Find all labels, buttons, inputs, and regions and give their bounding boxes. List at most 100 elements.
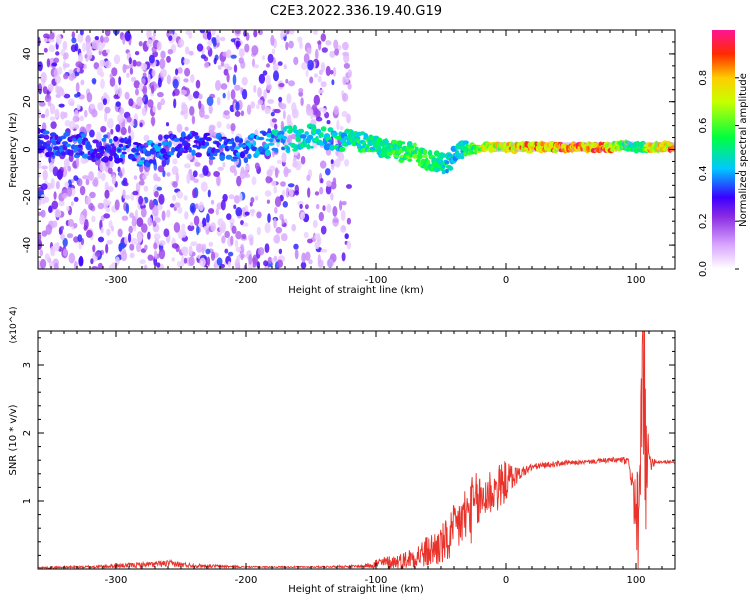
spectrogram-cell: [67, 218, 75, 227]
spectrogram-cell: [338, 151, 344, 161]
colorbar-tick-label: 0.2: [698, 213, 709, 229]
spectrogram-cell: [184, 163, 191, 169]
spectrogram-cell: [264, 222, 271, 234]
spectrogram-cell: [146, 30, 152, 40]
spectrogram-cell: [191, 149, 196, 156]
spectrogram-cell: [301, 252, 306, 263]
spectrogram-cell: [304, 131, 310, 136]
spectrogram-cell: [198, 201, 204, 212]
spectrogram-cell: [97, 202, 105, 210]
spectrogram-cell: [274, 206, 278, 214]
spectrogram-cell: [215, 34, 220, 44]
spectrogram-cell: [53, 191, 57, 200]
spectrogram-cell: [140, 157, 146, 161]
spectrogram-cell: [117, 228, 123, 238]
spectrogram-cell: [329, 70, 334, 75]
spectrogram-cell: [244, 211, 250, 216]
spectrogram-cell: [320, 178, 324, 184]
spectrogram-cell: [39, 140, 44, 145]
spectrogram-cell: [243, 157, 249, 164]
spectrogram-cell: [55, 34, 62, 46]
spectrogram-cell: [62, 248, 68, 257]
spectrogram-cell: [195, 203, 199, 210]
spectrogram-cell: [273, 218, 277, 229]
spectrogram-cell: [347, 69, 352, 78]
spectrogram-cell: [97, 236, 105, 243]
spectrogram-cell: [206, 96, 214, 106]
spectrogram-cell: [222, 92, 226, 99]
spectrogram-cell: [263, 89, 267, 100]
spectrogram-cell: [188, 50, 194, 56]
spectrogram-cell: [422, 149, 428, 155]
spectrogram-cell: [89, 129, 95, 138]
spectrogram-cell: [257, 136, 265, 141]
spectrogram-cell: [253, 85, 257, 93]
spectrogram-cell: [66, 206, 70, 211]
spectrogram-cell: [62, 40, 68, 51]
spectrogram-cell: [106, 49, 110, 54]
spectrogram-cell: [158, 134, 163, 141]
spectrogram-cell: [70, 201, 74, 207]
spectrogram-cell: [47, 146, 52, 153]
spectrogram-cell: [221, 61, 224, 67]
spectrogram-cell: [271, 48, 276, 55]
spectrogram-cell: [99, 161, 106, 172]
spectrogram-cell: [200, 54, 206, 59]
spectrogram-cell: [249, 237, 254, 246]
spectrogram-cell: [91, 39, 99, 50]
spectrogram-cell: [181, 223, 186, 231]
spectrogram-cell: [333, 39, 339, 50]
spectrogram-cell: [192, 91, 200, 99]
spectrogram-cell: [156, 41, 162, 51]
spectrogram-cell: [226, 49, 232, 59]
spectrogram-cell: [166, 172, 171, 177]
spectrogram-cell: [232, 142, 236, 148]
spectrogram-cell: [55, 181, 60, 190]
spectrogram-cell: [221, 235, 226, 244]
spectrogram-cell: [264, 143, 269, 149]
spectrogram-cell: [75, 155, 80, 167]
spectrogram-cell: [263, 260, 269, 267]
spectrogram-cell: [66, 233, 74, 239]
spectrogram-cell: [157, 142, 162, 147]
spectrogram-cell: [462, 140, 469, 145]
spectrogram-cell: [150, 116, 156, 126]
spectrogram-cell: [153, 233, 161, 240]
spectrogram-cell: [64, 181, 69, 188]
spectrogram-cell: [189, 221, 194, 227]
spectrogram-cell: [189, 106, 195, 116]
spectrogram-cell: [294, 249, 299, 260]
spectrogram-cell: [208, 208, 215, 214]
spectrogram-cell: [281, 152, 287, 163]
spectrogram-cell: [384, 155, 391, 159]
spectrogram-cell: [330, 144, 335, 148]
spectrogram-cell: [306, 143, 311, 150]
spectrogram-cell: [342, 76, 347, 86]
spectrogram-cell: [293, 56, 299, 66]
spectrogram-cell: [183, 58, 190, 65]
x-tick-label: 100: [626, 575, 645, 586]
spectrogram-cell: [77, 144, 83, 148]
spectrogram-cell: [346, 184, 352, 189]
spectrogram-cell: [216, 121, 222, 129]
spectrogram-cell: [48, 151, 55, 156]
spectrogram-cell: [264, 243, 270, 254]
spectrogram-cell: [325, 184, 332, 195]
y-tick-label: 40: [22, 48, 33, 61]
spectrogram-cell: [128, 225, 133, 234]
spectrogram-cell: [317, 40, 322, 45]
spectrogram-cell: [94, 36, 100, 41]
spectrogram-cell: [83, 225, 88, 231]
spectrogram-cell: [183, 195, 188, 201]
spectrogram-cell: [191, 115, 196, 125]
spectrogram-cell: [143, 134, 150, 142]
spectrogram-cell: [234, 110, 241, 117]
spectrogram-cell: [103, 213, 111, 219]
spectrogram-cell: [79, 255, 84, 266]
spectrogram-cell: [255, 195, 259, 201]
spectrogram-cell: [54, 208, 62, 218]
spectrogram-cell: [287, 183, 295, 188]
spectrogram-cell: [156, 176, 161, 182]
spectrogram-cell: [332, 66, 337, 77]
spectrogram-cell: [216, 257, 223, 266]
